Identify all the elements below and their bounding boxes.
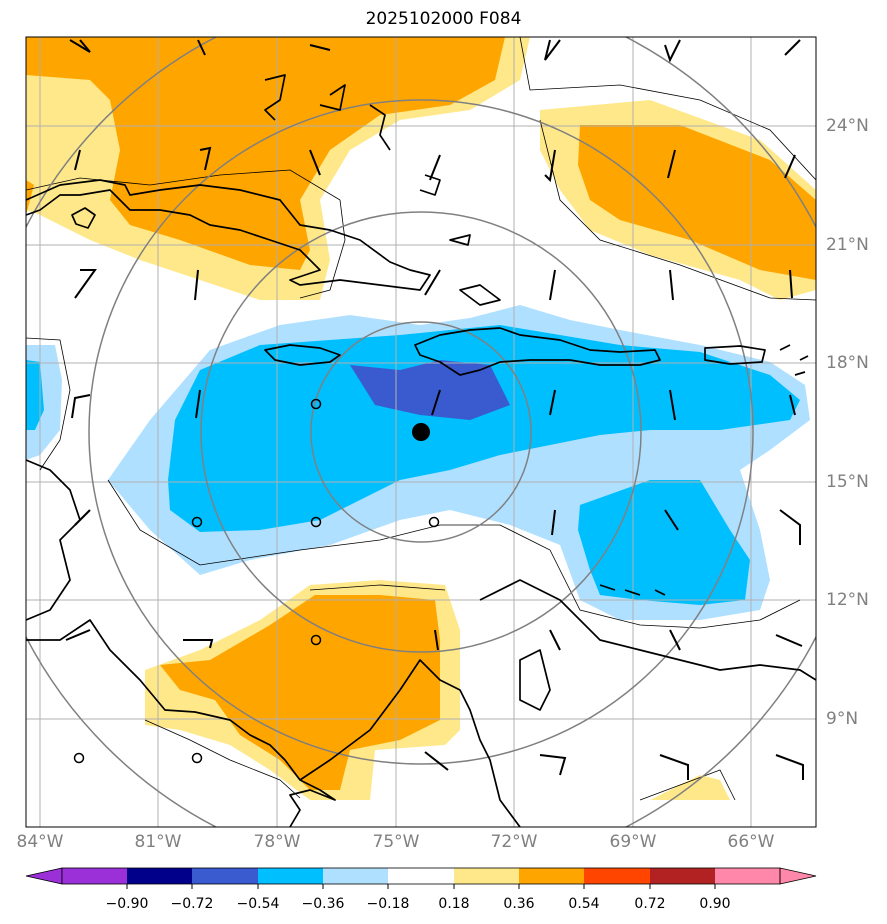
lon-label-81w: 81°W bbox=[134, 832, 182, 852]
pos-medium-northeast bbox=[578, 125, 816, 280]
coast-bahamas-2 bbox=[264, 74, 286, 121]
colorbar-tick-label: −0.54 bbox=[236, 896, 280, 912]
colorbar-extend-max bbox=[779, 867, 817, 885]
colorbar-tick-label: −0.72 bbox=[170, 896, 214, 912]
coast-lesser-antilles bbox=[779, 344, 809, 376]
coast-tci bbox=[449, 234, 471, 246]
coast-hispaniola bbox=[414, 327, 661, 376]
coast-bahamas-1 bbox=[319, 84, 346, 111]
coast-florida-cuba bbox=[26, 179, 431, 291]
coast-bahamas-4 bbox=[419, 174, 441, 196]
neg-strong-core bbox=[350, 360, 510, 420]
lat-label-21n: 21°N bbox=[826, 235, 869, 255]
colorbar-tick-label: 0.54 bbox=[568, 896, 600, 912]
coast-yucatan-belize bbox=[26, 459, 81, 621]
colorbar-tick-label: 0.72 bbox=[634, 896, 666, 912]
lat-label-12n: 12°N bbox=[826, 590, 869, 610]
lat-label-18n: 18°N bbox=[826, 353, 869, 373]
positive-anomaly-fields bbox=[26, 37, 816, 800]
storm-center-marker bbox=[412, 423, 430, 441]
lon-label-84w: 84°W bbox=[16, 832, 64, 852]
range-ring-2 bbox=[200, 211, 642, 653]
coast-colombia-venezuela bbox=[479, 579, 816, 681]
lon-label-72w: 72°W bbox=[490, 832, 538, 852]
coast-puerto-rico bbox=[704, 345, 766, 365]
colorbar-tick-label: −0.18 bbox=[366, 896, 410, 912]
lon-label-78w: 78°W bbox=[253, 832, 301, 852]
lat-label-24n: 24°N bbox=[826, 116, 869, 136]
lon-label-66w: 66°W bbox=[727, 832, 775, 852]
neg-medium-south-lobe bbox=[578, 480, 750, 605]
pos-medium-north bbox=[26, 37, 505, 270]
plot-frame bbox=[25, 36, 817, 828]
lat-label-15n: 15°N bbox=[826, 472, 869, 492]
colorbar-tick-label: 0.90 bbox=[699, 896, 731, 912]
coast-bahamas-3 bbox=[369, 104, 391, 151]
coast-jamaica bbox=[264, 344, 341, 366]
wind-barbs bbox=[65, 39, 804, 780]
pos-medium-south bbox=[160, 595, 440, 790]
lat-label-9n: 9°N bbox=[826, 709, 859, 729]
lon-label-69w: 69°W bbox=[609, 832, 657, 852]
lon-label-75w: 75°W bbox=[372, 832, 420, 852]
colorbar-extend-min bbox=[25, 867, 63, 885]
colorbar-tick-label: 0.36 bbox=[503, 896, 535, 912]
coast-bahamas-5 bbox=[459, 284, 501, 306]
pos-light-southeast bbox=[650, 775, 730, 800]
coast-panama-colombia bbox=[299, 659, 521, 827]
map-title: 2025102000 F084 bbox=[365, 9, 522, 29]
coast-central-america bbox=[26, 619, 336, 827]
range-ring-inner bbox=[310, 321, 532, 543]
range-rings bbox=[26, 37, 816, 827]
range-ring-3 bbox=[88, 99, 754, 765]
plot-area bbox=[26, 37, 816, 827]
colorbar bbox=[25, 867, 817, 889]
coast-maracaibo bbox=[519, 649, 551, 711]
coast-abc-islands bbox=[599, 584, 666, 596]
coast-isla-juventud bbox=[71, 207, 96, 229]
calm-markers bbox=[73, 398, 440, 764]
coastlines bbox=[26, 74, 816, 827]
colorbar-tick-label: 0.18 bbox=[438, 896, 470, 912]
colorbar-tick-label: −0.90 bbox=[105, 896, 149, 912]
contour-lines bbox=[26, 37, 816, 801]
graticule bbox=[26, 37, 816, 827]
colorbar-tick-label: −0.36 bbox=[301, 896, 345, 912]
